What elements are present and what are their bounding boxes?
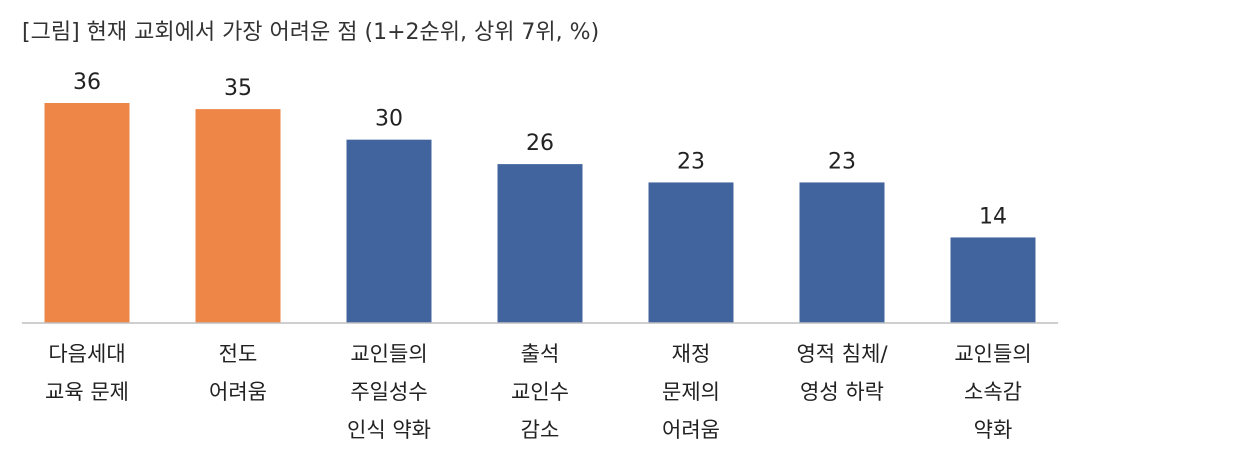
bar-1 (44, 103, 130, 323)
category-label-6-line-1: 영적 침체/ (796, 342, 888, 366)
category-label-2-line-1: 전도 (219, 342, 258, 366)
category-label-7-line-2: 소속감 (964, 380, 1022, 404)
bar-2 (195, 109, 281, 323)
category-label-2-line-2: 어려움 (209, 380, 267, 404)
category-label-3-line-1: 교인들의 (350, 342, 427, 366)
bar-3 (346, 139, 432, 323)
data-label-6: 23 (828, 149, 856, 174)
data-label-3: 30 (375, 107, 403, 132)
category-label-5-line-1: 재정 (672, 342, 711, 366)
category-label-5-line-2: 문제의 (662, 380, 720, 404)
bar-6 (799, 182, 885, 323)
bar-4 (497, 164, 583, 323)
category-label-7-line-1: 교인들의 (954, 342, 1031, 366)
data-label-4: 26 (526, 131, 554, 156)
data-label-1: 36 (73, 70, 101, 95)
data-label-2: 35 (224, 76, 252, 101)
category-label-1-line-2: 교육 문제 (45, 380, 129, 404)
category-label-3-line-3: 인식 약화 (347, 418, 431, 442)
category-label-4-line-1: 출석 (521, 342, 560, 366)
data-label-7: 14 (979, 204, 1007, 229)
category-label-7-line-3: 약화 (974, 418, 1013, 442)
data-label-5: 23 (677, 149, 705, 174)
category-label-5-line-3: 어려움 (662, 418, 720, 442)
category-label-4-line-3: 감소 (521, 418, 560, 442)
category-label-3-line-2: 주일성수 (350, 380, 427, 404)
category-label-4-line-2: 교인수 (511, 380, 569, 404)
bar-5 (648, 182, 734, 323)
chart-title: [그림] 현재 교회에서 가장 어려운 점 (1+2순위, 상위 7위, %) (22, 20, 600, 45)
bar-7 (950, 237, 1036, 323)
category-label-1-line-1: 다음세대 (48, 342, 125, 366)
category-label-6-line-2: 영성 하락 (800, 380, 884, 404)
